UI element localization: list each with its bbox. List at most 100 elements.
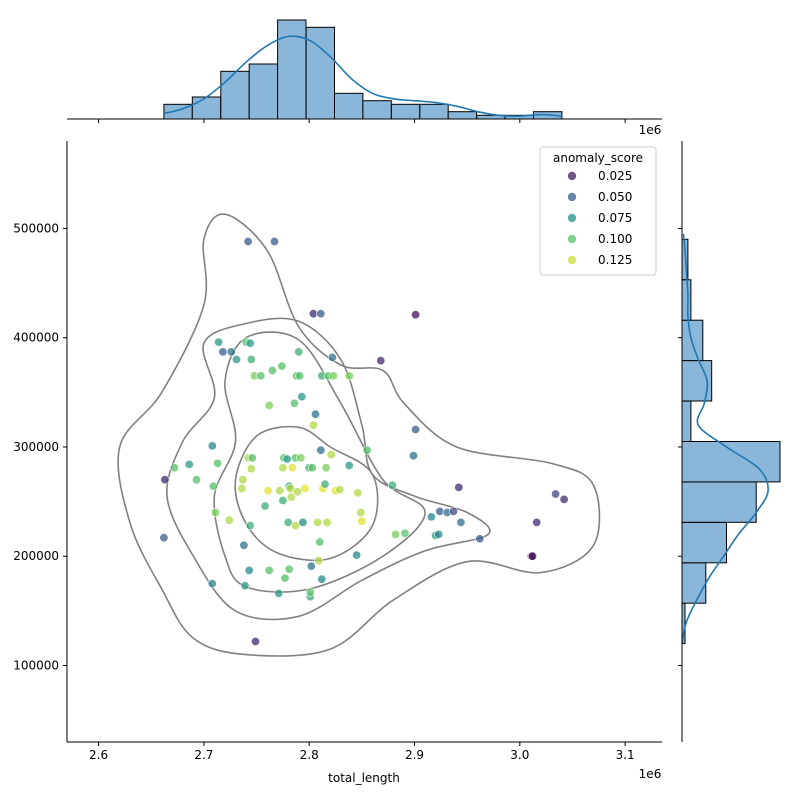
scatter-point xyxy=(321,463,331,473)
scatter-point xyxy=(391,529,401,539)
right-hist-bar xyxy=(681,562,707,604)
scatter-point xyxy=(456,517,466,527)
scatter-point xyxy=(274,588,284,598)
scatter-point xyxy=(289,398,299,408)
scatter-point xyxy=(218,347,228,357)
scatter-point xyxy=(327,352,337,362)
scatter-point xyxy=(313,517,323,527)
scatter-point xyxy=(411,310,421,320)
legend-entry-label: 0.125 xyxy=(598,253,632,267)
scatter-point xyxy=(298,517,308,527)
scatter-point xyxy=(192,475,202,485)
scatter-point xyxy=(426,512,436,522)
scatter-point xyxy=(316,445,326,455)
scatter-point xyxy=(246,464,256,474)
top-hist-bar xyxy=(362,100,392,120)
top-marginal-histogram xyxy=(67,19,662,123)
scatter-point xyxy=(435,506,445,516)
kde-contour-line xyxy=(234,425,379,562)
scatter-point xyxy=(267,365,277,375)
scatter-point xyxy=(285,483,295,493)
scatter-point xyxy=(246,354,256,364)
y-tick-label: 300000 xyxy=(13,440,59,454)
x-offset-label: 1e6 xyxy=(639,767,662,781)
legend-entry-label: 0.075 xyxy=(598,211,632,225)
kde-contour-line xyxy=(117,213,601,657)
x-tick-label: 3.1 xyxy=(616,748,635,762)
scatter-point xyxy=(475,534,485,544)
scatter-point xyxy=(559,494,569,504)
scatter-point xyxy=(278,463,288,473)
y-tick-label: 100000 xyxy=(13,659,59,673)
top-offset-label: 1e6 xyxy=(639,123,662,137)
scatter-point xyxy=(320,479,330,489)
scatter-point xyxy=(356,507,366,517)
scatter-point xyxy=(290,521,300,531)
top-hist-bar xyxy=(305,26,336,120)
top-hist-bar xyxy=(419,103,449,120)
scatter-point xyxy=(296,453,306,463)
scatter-point xyxy=(284,564,294,574)
scatter-point xyxy=(362,445,372,455)
scatter-point xyxy=(293,487,303,497)
scatter-point xyxy=(344,371,354,381)
right-marginal-histogram xyxy=(678,141,781,742)
scatter-point xyxy=(307,463,317,473)
top-hist-bar xyxy=(277,19,307,120)
legend-entry-label: 0.100 xyxy=(598,232,632,246)
y-tick-label: 500000 xyxy=(13,221,59,235)
scatter-point xyxy=(169,463,179,473)
right-hist-bar xyxy=(681,481,757,523)
scatter-point xyxy=(326,450,336,460)
scatter-point xyxy=(263,486,273,496)
scatter-point xyxy=(532,517,542,527)
legend-marker xyxy=(567,255,577,265)
scatter-point xyxy=(297,392,307,402)
scatter-point xyxy=(211,507,221,517)
kde-contour-line xyxy=(213,331,426,593)
scatter-point xyxy=(328,371,338,381)
scatter-point xyxy=(308,420,318,430)
axes: 2.6 2.7 2.8 2.9 3.0 3.1 100000 200000 300000 4000… xyxy=(13,141,662,762)
legend-title: anomaly_score xyxy=(553,151,643,165)
x-tick-label: 2.6 xyxy=(89,748,108,762)
legend-entry-label: 0.025 xyxy=(598,169,632,183)
scatter-point xyxy=(305,587,315,597)
scatter-point xyxy=(295,371,305,381)
scatter-point xyxy=(315,537,325,547)
top-hist-bar xyxy=(191,96,222,120)
scatter-point xyxy=(527,551,537,561)
scatter-point xyxy=(306,561,316,571)
top-hist-bar xyxy=(334,92,364,120)
scatter-point xyxy=(387,480,397,490)
scatter-point xyxy=(280,573,290,583)
x-tick-label: 2.9 xyxy=(405,748,424,762)
scatter-point xyxy=(434,529,444,539)
scatter-point xyxy=(314,556,324,566)
scatter-point xyxy=(400,528,410,538)
main-scatter-panel xyxy=(117,213,601,657)
kde-contours xyxy=(117,213,601,657)
x-axis-label: total_length xyxy=(328,771,400,785)
legend: anomaly_score 0.025 0.050 0.075 0.100 0.125 xyxy=(539,146,657,276)
scatter-point xyxy=(184,459,194,469)
scatter-point xyxy=(275,486,285,496)
scatter-point xyxy=(251,636,261,646)
scatter-point xyxy=(357,516,367,526)
scatter-point xyxy=(278,495,288,505)
x-tick-label: 2.7 xyxy=(194,748,213,762)
x-tick-label: 2.8 xyxy=(300,748,319,762)
legend-marker xyxy=(567,213,577,223)
scatter-point xyxy=(335,485,345,495)
top-hist-bar xyxy=(447,111,478,120)
top-kde-line xyxy=(163,35,563,117)
scatter-point xyxy=(454,482,464,492)
scatter-point xyxy=(159,533,169,543)
scatter-point xyxy=(269,237,279,247)
scatter-point xyxy=(300,483,310,493)
scatter-point xyxy=(245,338,255,348)
scatter-point xyxy=(207,579,217,589)
right-hist-bar xyxy=(681,521,727,564)
